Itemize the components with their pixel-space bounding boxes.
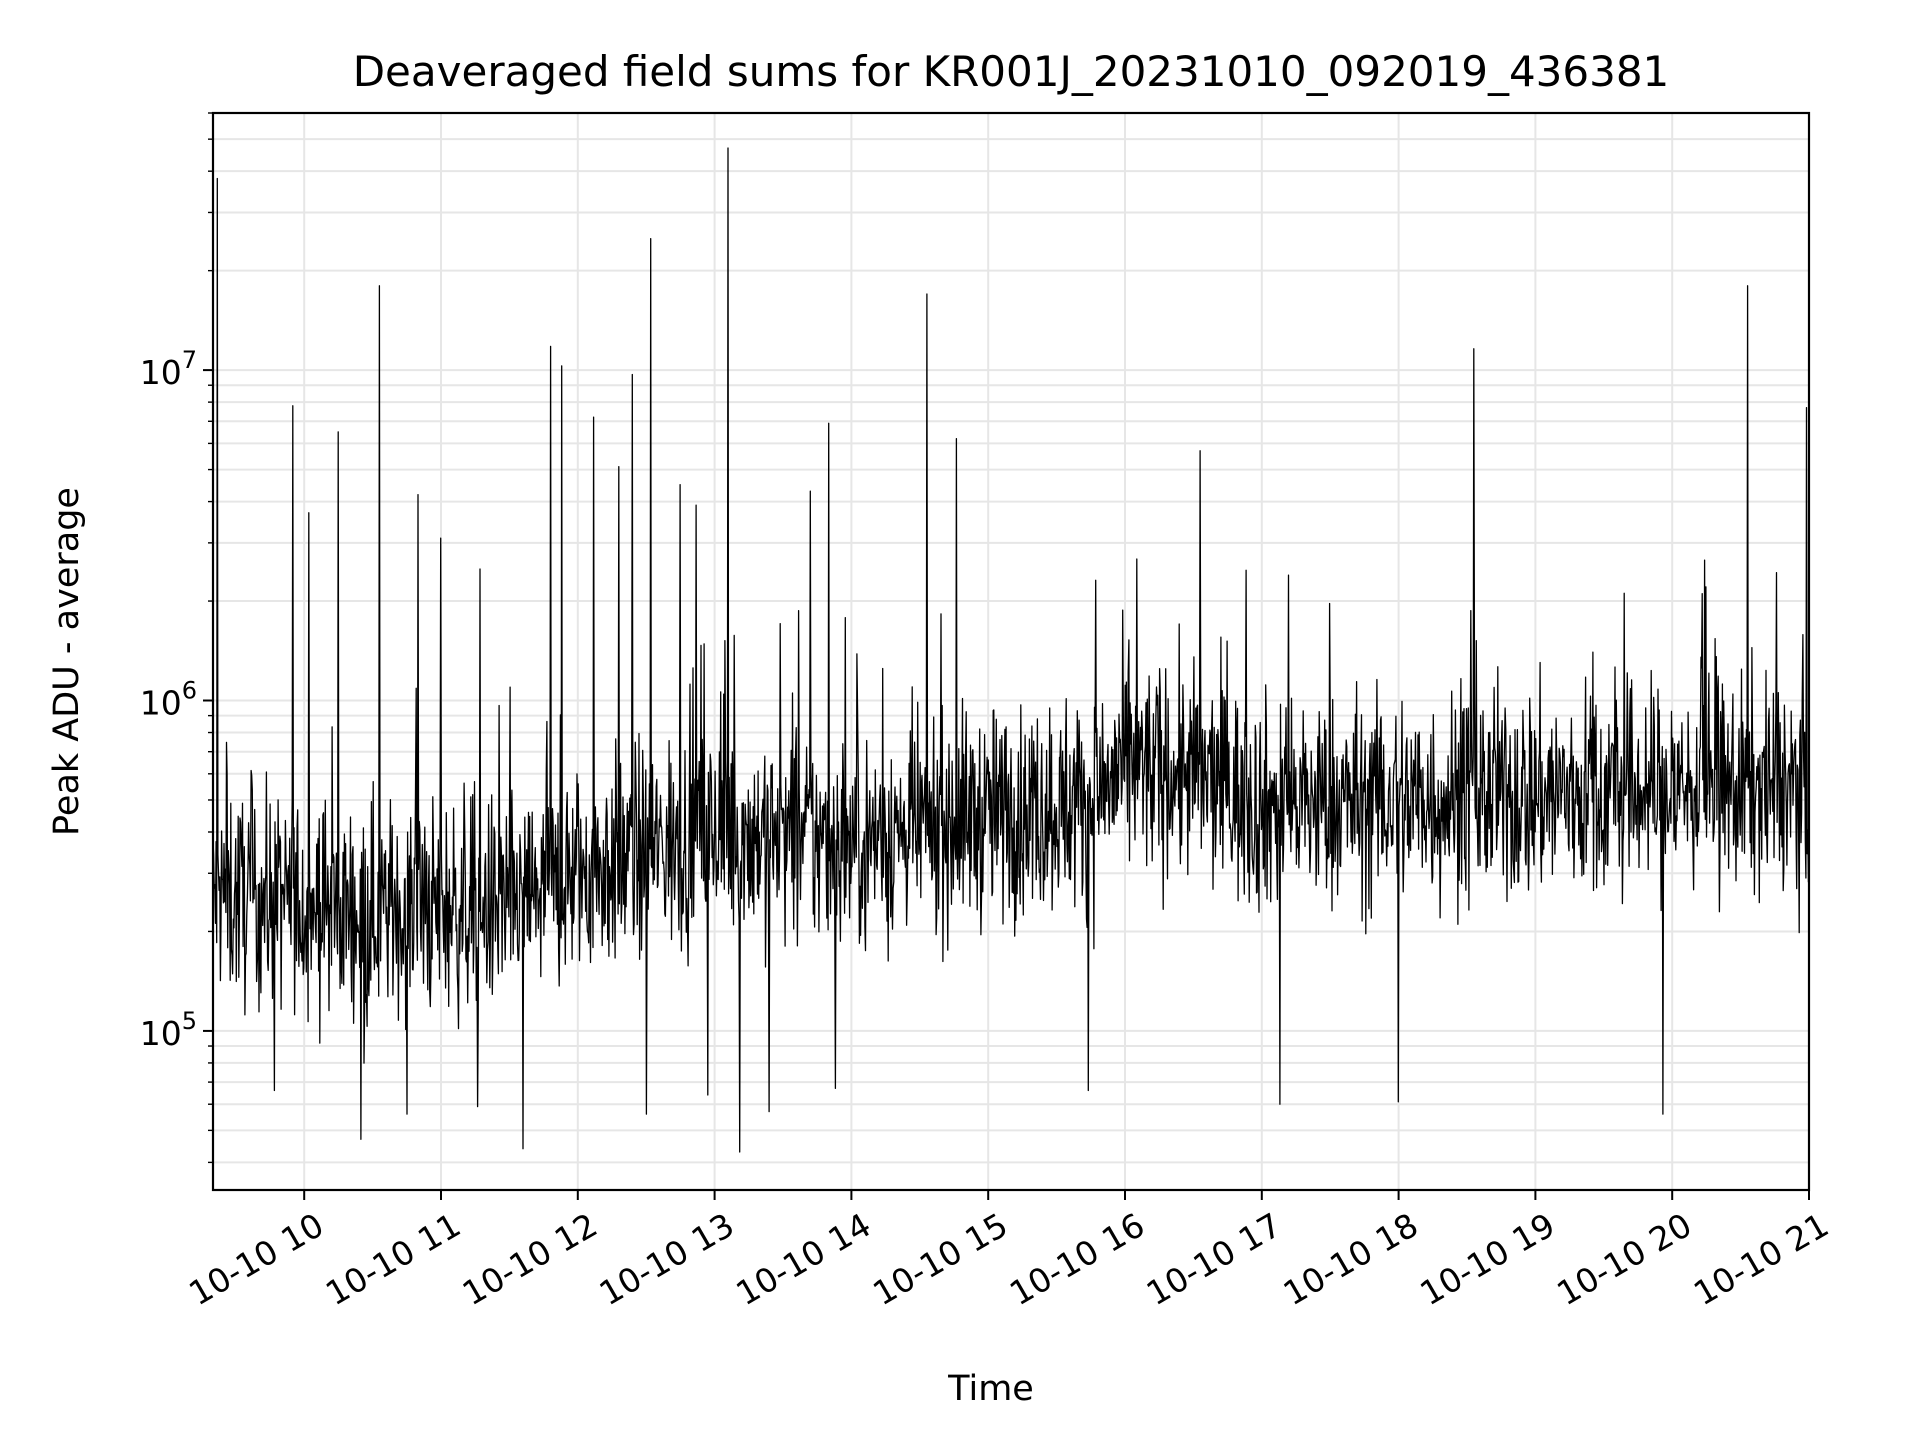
plot-frame (211, 111, 1811, 1192)
y-tick-label: 107 (140, 346, 197, 392)
y-axis: 105 106 107 (140, 112, 213, 1164)
x-tick-label: 10-10 12 (456, 1205, 604, 1313)
x-tick-label: 10-10 14 (729, 1205, 877, 1313)
x-axis-label: Time (947, 1369, 1034, 1409)
x-tick-label: 10-10 16 (1003, 1205, 1151, 1313)
x-tick-label: 10-10 11 (319, 1205, 467, 1313)
y-axis-label: Peak ADU - average (47, 487, 87, 836)
x-tick-label: 10-10 18 (1277, 1205, 1425, 1313)
y-tick-label: 106 (140, 677, 197, 723)
x-tick-label: 10-10 21 (1687, 1205, 1835, 1313)
chart-title: Deaveraged field sums for KR001J_2023101… (353, 47, 1670, 96)
grid (213, 112, 1810, 1190)
series-line-peak-adu (212, 147, 1810, 1153)
x-tick-label: 10-10 15 (866, 1205, 1014, 1313)
x-tick-label: 10-10 13 (593, 1205, 741, 1313)
series-group (212, 147, 1810, 1153)
x-tick-label: 10-10 20 (1550, 1205, 1698, 1313)
x-tick-label: 10-10 17 (1140, 1205, 1288, 1313)
y-tick-label: 105 (140, 1007, 197, 1053)
x-tick-label: 10-10 10 (182, 1205, 330, 1313)
x-tick-label: 10-10 19 (1413, 1205, 1561, 1313)
